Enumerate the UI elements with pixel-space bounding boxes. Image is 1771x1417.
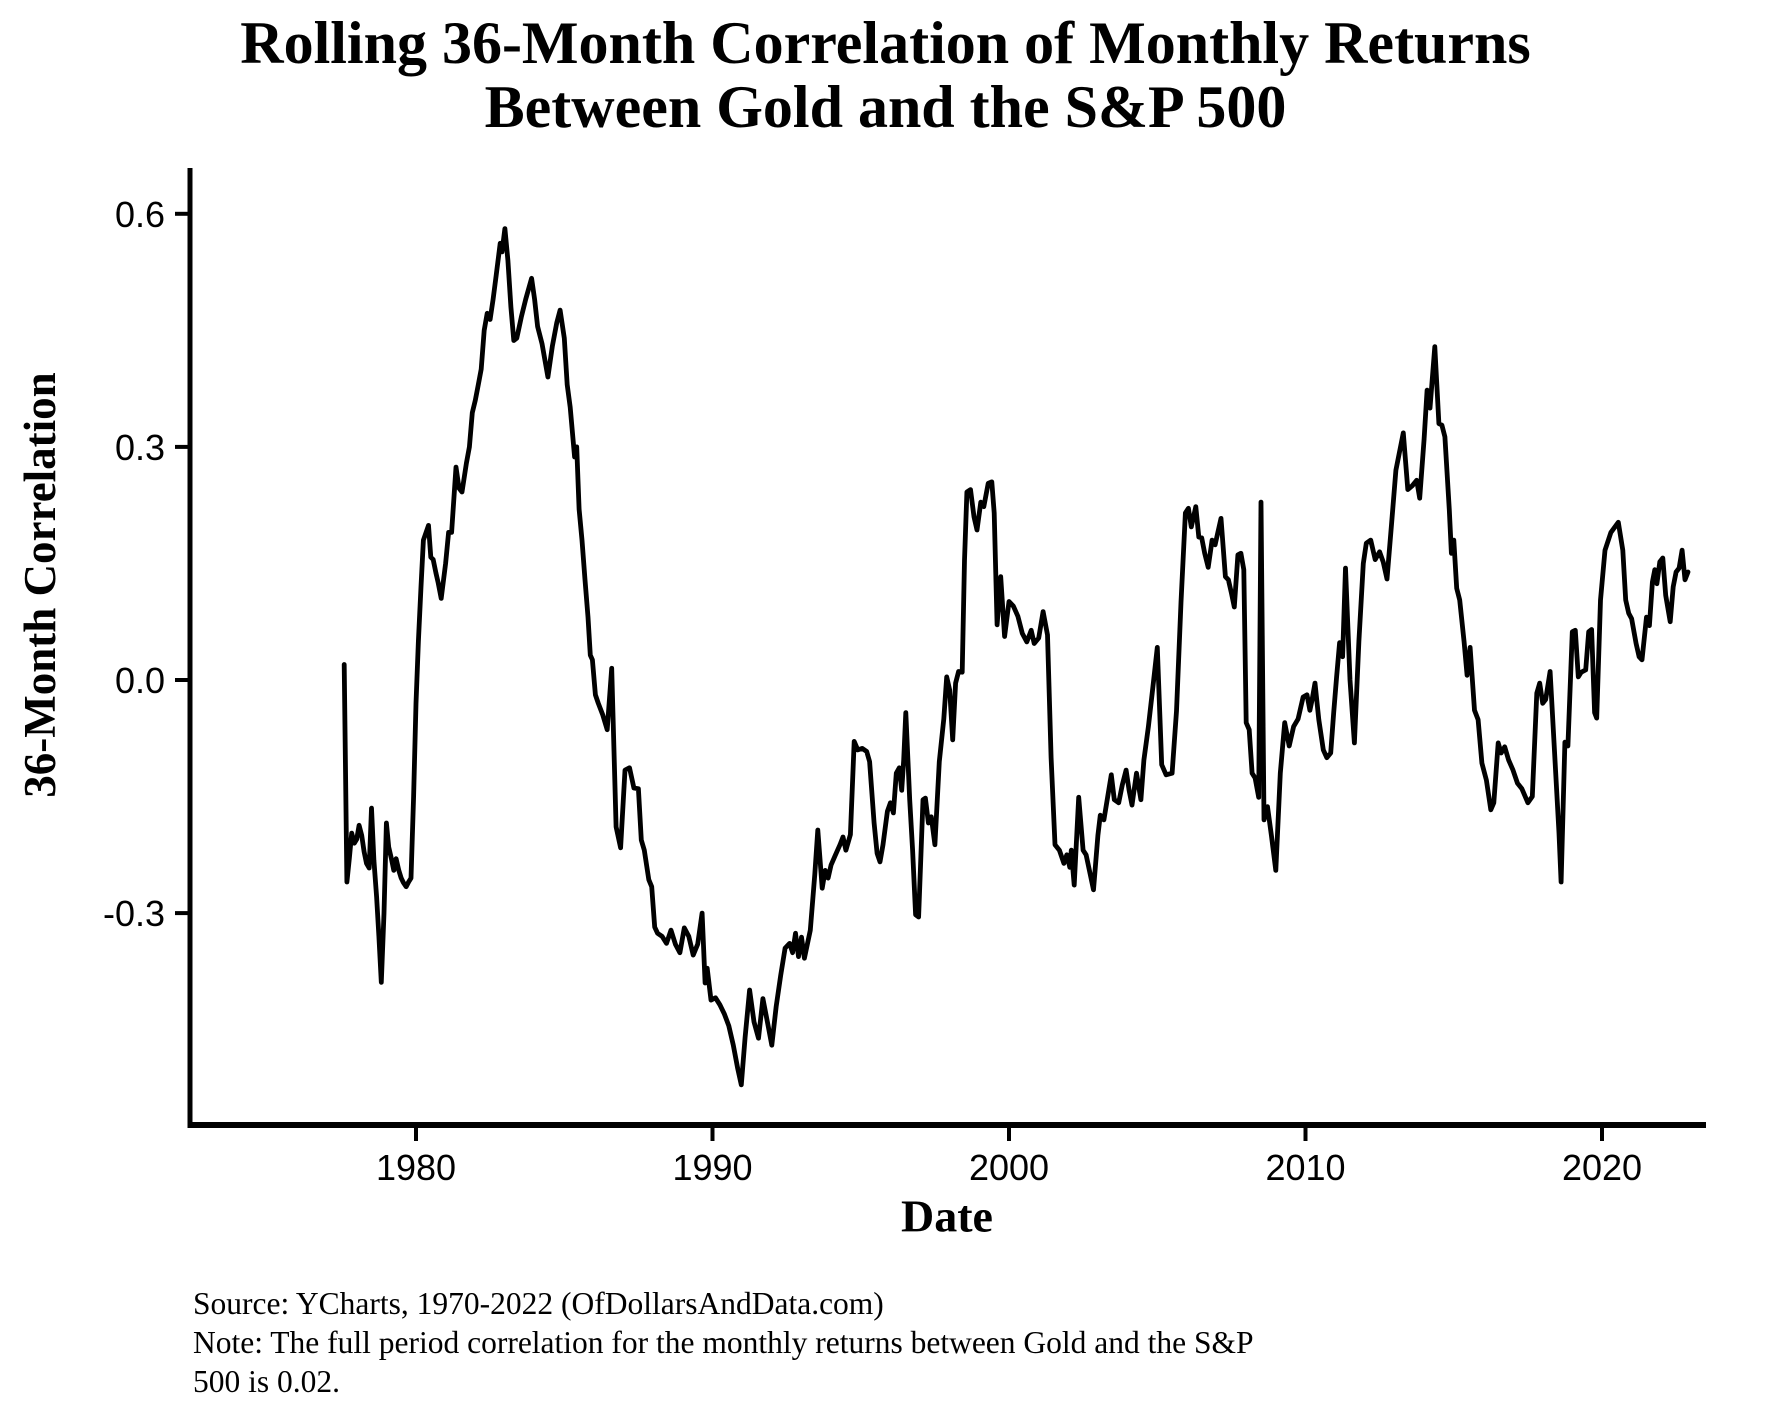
chart-title: Rolling 36-Month Correlation of Monthly … <box>0 10 1771 140</box>
correlation-series-line <box>341 226 1691 1088</box>
note-text-line1: Note: The full period correlation for th… <box>193 1325 1254 1360</box>
x-tick-label: 1990 <box>672 1147 752 1188</box>
x-tick-label: 2000 <box>969 1147 1049 1188</box>
x-tick-label: 2010 <box>1265 1147 1345 1188</box>
x-tick-label: 2020 <box>1562 1147 1642 1188</box>
y-tick-label: 0.6 <box>115 194 165 235</box>
y-tick-label: 0.0 <box>115 660 165 701</box>
x-tick-label: 1980 <box>376 1147 456 1188</box>
chart-title-line2: Between Gold and the S&P 500 <box>484 73 1287 140</box>
chart-title-line1: Rolling 36-Month Correlation of Monthly … <box>240 10 1531 76</box>
y-tick-label: -0.3 <box>103 893 165 934</box>
y-tick-label: 0.3 <box>115 427 165 468</box>
chart-footer: Source: YCharts, 1970-2022 (OfDollarsAnd… <box>193 1284 1593 1401</box>
note-text-line2: 500 is 0.02. <box>193 1364 341 1399</box>
x-axis-title: Date <box>901 1190 993 1242</box>
source-text: Source: YCharts, 1970-2022 (OfDollarsAnd… <box>193 1286 884 1321</box>
